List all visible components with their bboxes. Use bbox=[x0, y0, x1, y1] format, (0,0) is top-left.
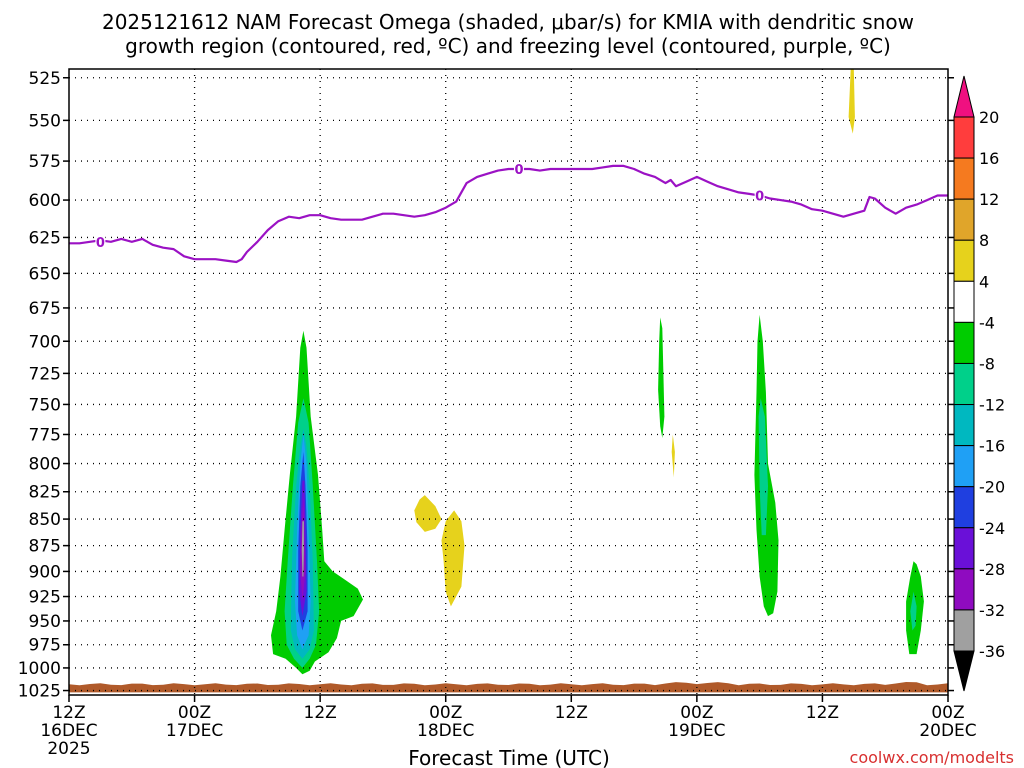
y-tick-label: 875 bbox=[29, 537, 61, 557]
freezing-level-label: 0 bbox=[514, 163, 523, 178]
credit-text: coolwx.com/modelts bbox=[850, 748, 1014, 767]
colorbar-swatch bbox=[953, 239, 975, 282]
ground-surface bbox=[69, 682, 948, 693]
colorbar-label: 8 bbox=[979, 231, 989, 250]
x-tick-label-time: 00Z bbox=[680, 703, 713, 723]
y-tick-label: 525 bbox=[29, 69, 61, 89]
y-tick-label: 1000 bbox=[18, 659, 61, 679]
omega-colorbar: 20 16 12 8 4 -4 -8 -12 -16 -20 -24 -28 -32 -36 bbox=[953, 75, 1005, 692]
y-tick-label: 800 bbox=[29, 455, 61, 475]
freezing-label-bg bbox=[754, 188, 765, 203]
x-tick-label-time: 00Z bbox=[429, 703, 462, 723]
omega-shading bbox=[271, 69, 924, 675]
shaded-region-teal3 bbox=[758, 398, 768, 536]
x-tick-label-date: 17DEC bbox=[166, 721, 223, 741]
colorbar-label: 12 bbox=[979, 190, 999, 209]
y-tick-label: 625 bbox=[29, 228, 61, 248]
x-tick-label-time: 00Z bbox=[931, 703, 964, 723]
y-tick-label: 825 bbox=[29, 483, 61, 503]
shaded-region-yellow2 bbox=[441, 510, 465, 607]
y-tick-label: 900 bbox=[29, 562, 61, 582]
y-tick-label: 550 bbox=[29, 111, 61, 131]
shaded-region-yellow4 bbox=[848, 69, 855, 134]
ground-band bbox=[69, 682, 948, 693]
y-tick-label: 1025 bbox=[18, 682, 61, 702]
shaded-region-green2 bbox=[658, 317, 665, 438]
x-tick-label-date: 18DEC bbox=[417, 721, 474, 741]
x-tick-label-date: 20DEC bbox=[919, 721, 976, 741]
colorbar-label: -8 bbox=[979, 354, 995, 373]
colorbar-swatch bbox=[953, 568, 975, 611]
shaded-region-yellow1 bbox=[414, 495, 442, 532]
colorbar-label: 4 bbox=[979, 272, 989, 291]
plot-frame bbox=[68, 68, 949, 696]
y-tick-label: 650 bbox=[29, 264, 61, 284]
x-axis-label: Forecast Time (UTC) bbox=[408, 746, 610, 768]
x-tick-label-time: 12Z bbox=[304, 703, 337, 723]
y-tick-label: 675 bbox=[29, 299, 61, 319]
colorbar-swatch bbox=[953, 404, 975, 447]
colorbar-label: -24 bbox=[979, 519, 1005, 538]
colorbar-swatch bbox=[953, 280, 975, 323]
y-tick-label: 725 bbox=[29, 364, 61, 384]
freezing-level-contour: 0 0 0 bbox=[69, 162, 948, 264]
x-tick-label-time: 12Z bbox=[52, 703, 85, 723]
x-tick-label-date: 19DEC bbox=[668, 721, 725, 741]
freezing-level-label: 0 bbox=[96, 236, 105, 251]
y-tick-label: 925 bbox=[29, 588, 61, 608]
colorbar-label: 20 bbox=[979, 108, 999, 127]
grid-lines bbox=[69, 69, 948, 695]
x-tick-label-date: 16DEC bbox=[40, 721, 97, 741]
freezing-label-bg bbox=[95, 234, 106, 249]
shaded-region-grey bbox=[301, 521, 304, 577]
freezing-level-line bbox=[69, 164, 948, 264]
colorbar-swatch bbox=[953, 116, 975, 159]
y-tick-label: 950 bbox=[29, 612, 61, 632]
y-tick-label: 975 bbox=[29, 636, 61, 656]
colorbar-label: 16 bbox=[979, 149, 999, 168]
colorbar-swatch bbox=[953, 609, 975, 652]
colorbar-swatch bbox=[953, 445, 975, 488]
colorbar-swatch bbox=[953, 321, 975, 364]
colorbar-swatch bbox=[953, 362, 975, 406]
pressure-axis: 525 550 575 600 625 650 675 700 725 750 775 800 825 8… bbox=[18, 69, 954, 702]
colorbar-label: -28 bbox=[979, 560, 1005, 579]
y-tick-label: 775 bbox=[29, 425, 61, 445]
colorbar-label: -20 bbox=[979, 478, 1005, 497]
y-tick-label: 575 bbox=[29, 152, 61, 172]
colorbar-bottom-arrow bbox=[953, 650, 975, 692]
colorbar-label: -36 bbox=[979, 642, 1005, 661]
chart-title-line2: growth region (contoured, red, ºC) and f… bbox=[125, 34, 891, 58]
colorbar-swatch bbox=[953, 486, 975, 529]
shaded-region-yellow3 bbox=[671, 434, 675, 478]
colorbar-label: -12 bbox=[979, 396, 1005, 415]
colorbar-swatch bbox=[953, 157, 975, 200]
x-tick-label-time: 12Z bbox=[806, 703, 839, 723]
colorbar-label: -16 bbox=[979, 437, 1005, 456]
freezing-label-bg bbox=[513, 162, 524, 177]
colorbar-swatch bbox=[953, 527, 975, 570]
colorbar-swatch bbox=[953, 198, 975, 241]
y-tick-label: 600 bbox=[29, 191, 61, 211]
x-tick-label-time: 12Z bbox=[555, 703, 588, 723]
colorbar-label: -32 bbox=[979, 601, 1005, 620]
y-tick-label: 700 bbox=[29, 332, 61, 352]
x-tick-label-year: 2025 bbox=[47, 739, 90, 759]
freezing-level-label: 0 bbox=[755, 189, 764, 204]
y-tick-label: 750 bbox=[29, 395, 61, 415]
x-tick-label-time: 00Z bbox=[178, 703, 211, 723]
y-tick-label: 850 bbox=[29, 510, 61, 530]
colorbar-label: -4 bbox=[979, 313, 995, 332]
chart-title-line1: 2025121612 NAM Forecast Omega (shaded, μ… bbox=[102, 10, 914, 34]
